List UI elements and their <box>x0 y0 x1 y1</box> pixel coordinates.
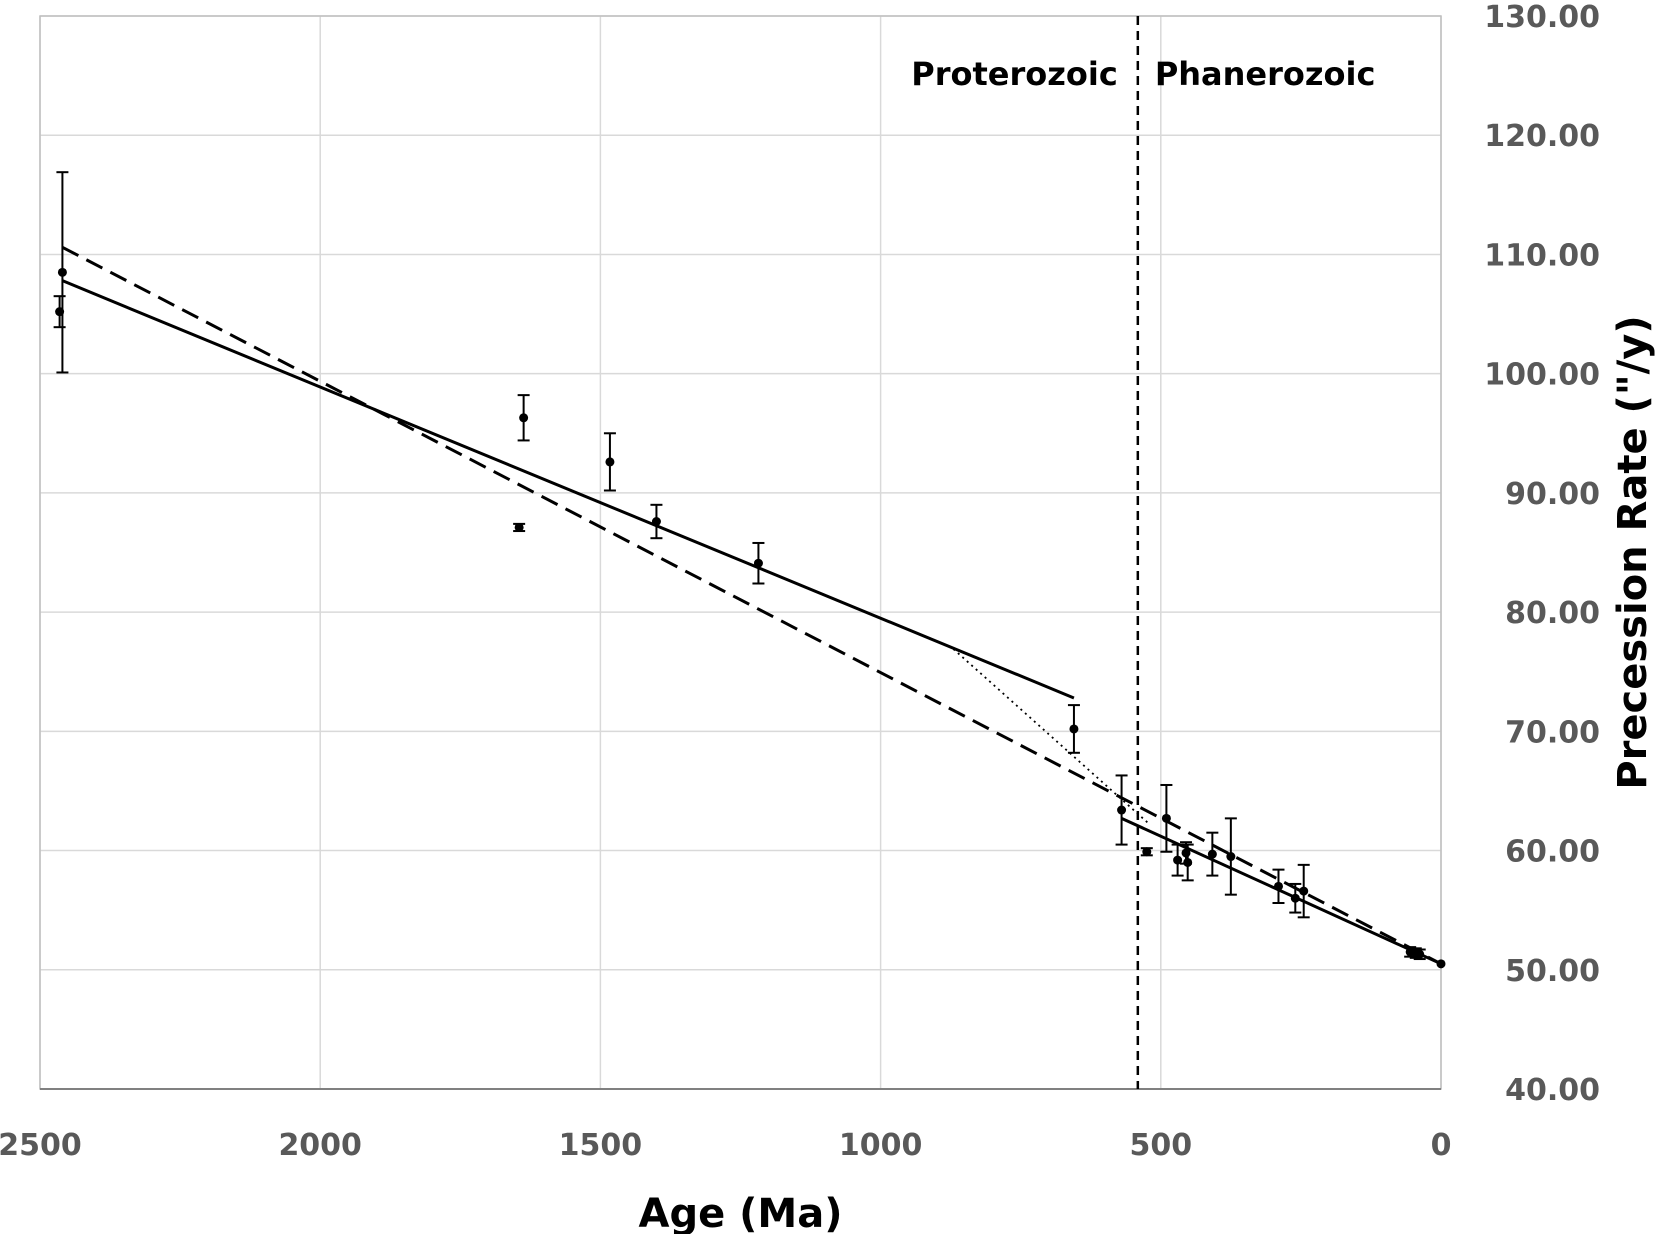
data-point <box>53 295 66 329</box>
data-point <box>1272 868 1285 905</box>
data-point <box>650 503 663 540</box>
y-tick-label: 130.00 <box>1484 0 1600 35</box>
data-point <box>1181 843 1194 882</box>
data-point <box>1206 831 1219 877</box>
data-marker <box>1181 848 1191 858</box>
data-marker <box>1273 881 1283 891</box>
x-tick-label: 2500 <box>0 1128 82 1163</box>
data-marker <box>1142 847 1152 857</box>
y-tick-label: 110.00 <box>1484 238 1600 273</box>
era-label-phanerozoic: Phanerozoic <box>1155 55 1376 93</box>
y-tick-label: 100.00 <box>1484 358 1600 393</box>
data-point <box>1297 863 1310 919</box>
data-point <box>1160 783 1173 853</box>
data-marker <box>605 457 615 467</box>
x-tick-label: 1500 <box>559 1128 643 1163</box>
y-axis-ticks: 40.00 50.00 60.00 70.00 80.00 90.00 100.00 110.… <box>1484 0 1600 1108</box>
fit-line-dotted <box>952 648 1151 825</box>
data-point <box>1115 774 1128 846</box>
data-marker <box>1183 857 1193 867</box>
y-tick-label: 120.00 <box>1484 119 1600 154</box>
data-marker <box>753 558 763 568</box>
x-tick-label: 0 <box>1431 1128 1452 1163</box>
data-point <box>1067 704 1080 754</box>
data-point <box>1413 948 1426 961</box>
fit-lines <box>61 245 1442 966</box>
data-marker <box>1207 849 1217 859</box>
data-point <box>752 541 765 585</box>
fit-line-solid <box>61 279 1075 700</box>
data-marker <box>1117 805 1127 815</box>
y-axis-title: Precession Rate ("/y) <box>1610 315 1656 789</box>
x-tick-label: 1000 <box>839 1128 923 1163</box>
data-marker <box>1436 959 1446 969</box>
data-point <box>1140 847 1153 857</box>
data-marker <box>1069 724 1079 734</box>
y-tick-label: 50.00 <box>1505 954 1600 989</box>
x-tick-label: 2000 <box>278 1128 362 1163</box>
y-tick-label: 60.00 <box>1505 835 1600 870</box>
fit-line-dashed <box>61 245 1442 966</box>
y-tick-label: 40.00 <box>1505 1073 1600 1108</box>
data-point <box>603 432 616 492</box>
x-axis-ticks: 2500 2000 1500 1000 500 0 <box>0 1128 1451 1163</box>
plot-area <box>39 15 1442 1090</box>
data-point <box>517 394 530 442</box>
data-marker <box>1299 886 1309 896</box>
y-tick-label: 70.00 <box>1505 715 1600 750</box>
data-marker <box>651 517 661 527</box>
data-marker <box>519 413 529 423</box>
x-tick-label: 500 <box>1129 1128 1192 1163</box>
data-points <box>53 171 1446 969</box>
data-point <box>1224 817 1237 896</box>
data-point <box>513 522 526 533</box>
data-marker <box>1161 813 1171 823</box>
x-axis-title: Age (Ma) <box>638 1191 842 1234</box>
data-marker <box>57 267 67 277</box>
grid <box>39 15 1442 1090</box>
data-point <box>1171 843 1184 877</box>
data-point <box>56 171 69 374</box>
data-marker <box>1415 949 1425 959</box>
data-point <box>1289 882 1302 914</box>
data-marker <box>514 522 524 532</box>
data-marker <box>1290 893 1300 903</box>
fit-line-solid <box>1120 817 1442 966</box>
data-point <box>1436 959 1446 969</box>
data-marker <box>1173 855 1183 865</box>
data-marker <box>1226 852 1236 862</box>
era-label-proterozoic: Proterozoic <box>911 55 1118 93</box>
y-tick-label: 90.00 <box>1505 477 1600 512</box>
y-tick-label: 80.00 <box>1505 596 1600 631</box>
